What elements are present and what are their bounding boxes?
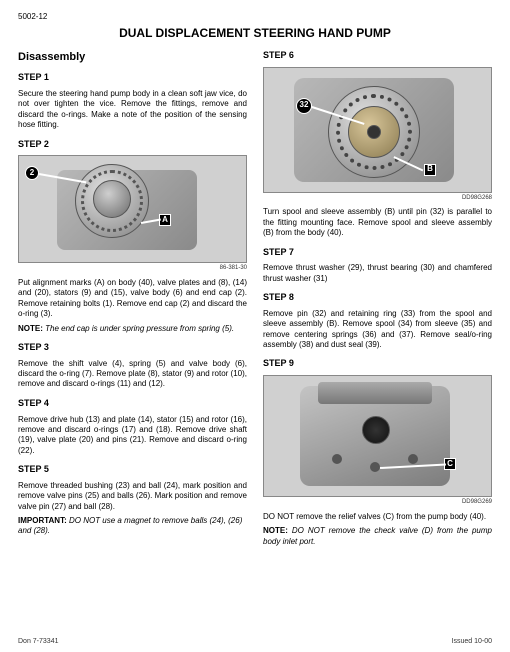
step2-note-text: The end cap is under spring pressure fro… <box>45 324 234 333</box>
step9-text: DO NOT remove the relief valves (C) from… <box>263 512 492 522</box>
step4-text: Remove drive hub (13) and plate (14), st… <box>18 415 247 457</box>
footer-left: Don 7-73341 <box>18 637 58 646</box>
step6-fig-caption: DD98G268 <box>263 195 492 203</box>
step5-text: Remove threaded bushing (23) and ball (2… <box>18 481 247 512</box>
step6-text: Turn spool and sleeve assembly (B) until… <box>263 207 492 238</box>
step7-heading: STEP 7 <box>263 247 492 259</box>
step1-text: Secure the steering hand pump body in a … <box>18 89 247 131</box>
step2-heading: STEP 2 <box>18 139 247 151</box>
callout-32: 32 <box>296 98 312 114</box>
step9-fig-caption: DD98G269 <box>263 499 492 507</box>
callout-A: A <box>159 214 171 226</box>
callout-2: 2 <box>25 166 39 180</box>
step3-text: Remove the shift valve (4), spring (5) a… <box>18 359 247 390</box>
callout-B: B <box>424 164 436 176</box>
step2-figure: 2 A <box>18 155 247 263</box>
columns: Disassembly STEP 1 Secure the steering h… <box>18 50 492 551</box>
section-heading: Disassembly <box>18 50 247 64</box>
step1-heading: STEP 1 <box>18 72 247 84</box>
step4-heading: STEP 4 <box>18 398 247 410</box>
footer-right: Issued 10-00 <box>452 637 492 646</box>
step2-text: Put alignment marks (A) on body (40), va… <box>18 278 247 320</box>
step9-heading: STEP 9 <box>263 358 492 370</box>
step3-heading: STEP 3 <box>18 342 247 354</box>
step6-figure: 32 B <box>263 67 492 193</box>
main-title: DUAL DISPLACEMENT STEERING HAND PUMP <box>18 26 492 42</box>
footer: Don 7-73341 Issued 10-00 <box>18 637 492 646</box>
left-column: Disassembly STEP 1 Secure the steering h… <box>18 50 247 551</box>
step6-heading: STEP 6 <box>263 50 492 62</box>
note-label: NOTE: <box>18 324 43 333</box>
step2-note: NOTE: The end cap is under spring pressu… <box>18 324 247 334</box>
note-label-2: NOTE: <box>263 526 288 535</box>
step8-text: Remove pin (32) and retaining ring (33) … <box>263 309 492 351</box>
step9-note: NOTE: DO NOT remove the check valve (D) … <box>263 526 492 547</box>
step9-figure: C <box>263 375 492 497</box>
step7-text: Remove thrust washer (29), thrust bearin… <box>263 263 492 284</box>
right-column: STEP 6 32 B DD98G268 Turn spool and slee… <box>263 50 492 551</box>
important-label: IMPORTANT: <box>18 516 67 525</box>
step5-important: IMPORTANT: DO NOT use a magnet to remove… <box>18 516 247 537</box>
step5-heading: STEP 5 <box>18 464 247 476</box>
step2-fig-caption: 86-381-30 <box>18 265 247 273</box>
page-number: 5002-12 <box>18 12 492 22</box>
step8-heading: STEP 8 <box>263 292 492 304</box>
step9-note-text: DO NOT remove the check valve (D) from t… <box>263 526 492 545</box>
